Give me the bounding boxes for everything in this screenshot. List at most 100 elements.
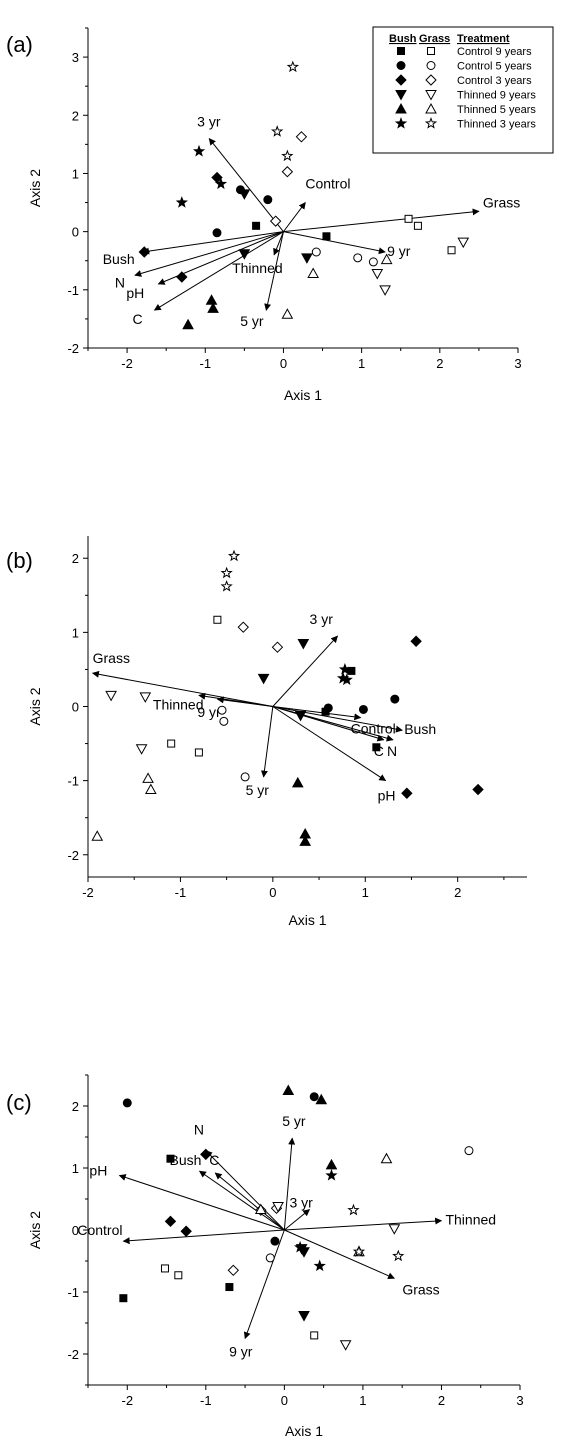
data-point-triangle-up: [307, 267, 320, 279]
vector-arrow: [284, 1229, 395, 1280]
panel-a: -2 -1 0 1 2 3 -2 -1 0 1 2 3 Axis 1 Axis 2 (a) 3 yr Contr…: [6, 27, 522, 403]
data-point-triangle-down: [457, 237, 470, 249]
legend-header: Grass: [419, 33, 450, 45]
x-tick-label: 2: [438, 1393, 445, 1408]
y-tick-label: 1: [72, 1161, 79, 1176]
data-point-circle: [368, 257, 378, 267]
vector-label: Control: [305, 176, 350, 192]
data-point-star: [338, 662, 352, 675]
x-tick-label: 2: [454, 885, 461, 900]
panel-label: (b): [6, 548, 33, 573]
legend-header: Treatment: [457, 33, 510, 45]
vector-arrow: [272, 706, 387, 782]
data-point-circle: [240, 772, 250, 782]
data-point-triangle-down: [294, 710, 307, 722]
data-point-circle: [311, 247, 321, 257]
data-point-square: [322, 232, 331, 241]
data-point-circle: [270, 1236, 280, 1246]
x-axis-label: Axis 1: [288, 912, 326, 928]
legend-label: Thinned 9 years: [457, 90, 536, 102]
data-point-triangle-down: [379, 285, 391, 296]
x-axis-label: Axis 1: [284, 387, 322, 403]
legend-grass-marker: [426, 61, 436, 70]
data-point-triangle-down: [238, 249, 251, 260]
legend-grass-marker: [425, 102, 437, 114]
vector-arrow: [260, 706, 274, 778]
vector-label: 5 yr: [282, 1113, 306, 1129]
legend-bush-marker: [394, 117, 408, 129]
vector-label: N: [387, 743, 397, 759]
vector-arrow: [122, 1229, 285, 1245]
data-point-triangle-up: [299, 835, 312, 846]
data-point-triangle-down: [371, 269, 384, 280]
data-point-triangle-up: [380, 1152, 393, 1164]
legend-bush-marker: [395, 102, 407, 114]
data-point-triangle-up: [281, 308, 294, 319]
data-point-circle: [219, 716, 229, 726]
vector-arrow: [283, 208, 480, 233]
data-point-star: [271, 125, 284, 137]
data-point-square: [252, 221, 261, 230]
vector-arrow: [91, 670, 273, 707]
vector-arrow: [142, 231, 284, 255]
y-tick-label: 0: [72, 225, 79, 240]
data-point-triangle-down: [272, 1201, 284, 1213]
x-tick-label: 1: [359, 1393, 366, 1408]
data-point-star: [392, 1249, 405, 1262]
vector-arrow: [153, 231, 284, 311]
vector-arrow: [205, 1150, 285, 1231]
vector-label: N: [115, 274, 125, 290]
vector-label: 5 yr: [240, 313, 264, 329]
vector-label: 9 yr: [229, 1344, 253, 1360]
data-point-diamond: [295, 131, 308, 143]
vector-arrow: [118, 1174, 285, 1231]
vector-label: 3 yr: [289, 1195, 313, 1211]
data-point-circle: [390, 694, 400, 704]
vector-arrow: [264, 231, 284, 311]
y-tick-label: -2: [67, 848, 79, 863]
y-tick-label: -1: [67, 283, 79, 298]
data-point-circle: [323, 703, 333, 713]
vector-label: Thinned: [445, 1212, 496, 1228]
vector-label: C: [209, 1152, 219, 1168]
vector-arrow: [283, 231, 386, 255]
vector-label: 5 yr: [246, 782, 270, 798]
vector-arrow: [272, 706, 403, 733]
vector-label: 3 yr: [310, 611, 334, 627]
y-tick-label: 2: [72, 551, 79, 566]
x-tick-label: 3: [514, 356, 521, 371]
data-point-star: [220, 566, 233, 579]
data-point-triangle-up: [91, 830, 104, 841]
y-axis-label: Axis 2: [27, 1211, 43, 1249]
vector-arrow: [284, 1209, 311, 1231]
panel-label: (c): [6, 1090, 32, 1115]
data-point-star: [352, 1245, 366, 1257]
data-point-triangle-down: [301, 253, 313, 264]
vector-label: C: [132, 311, 142, 327]
data-point-square: [225, 1283, 234, 1292]
x-tick-label: 0: [280, 356, 287, 371]
data-point-diamond: [180, 1225, 192, 1237]
legend-header: Bush: [389, 33, 417, 45]
legend-bush-marker: [397, 47, 405, 55]
data-point-square: [213, 615, 222, 624]
data-point-diamond: [164, 1215, 177, 1228]
data-point-triangle-up: [291, 776, 304, 788]
data-point-triangle-up: [205, 294, 218, 305]
data-point-triangle-up: [315, 1093, 328, 1105]
legend-grass-marker: [427, 47, 435, 55]
data-point-star: [192, 144, 206, 157]
data-point-star: [325, 1168, 338, 1181]
legend-grass-marker: [425, 90, 437, 101]
data-point-diamond: [401, 787, 413, 799]
x-tick-label: 2: [436, 356, 443, 371]
vector-arrow: [284, 1217, 443, 1231]
data-point-triangle-up: [325, 1158, 338, 1170]
data-point-star: [340, 673, 353, 686]
vector-label: pH: [89, 1162, 107, 1178]
data-point-square: [174, 1271, 183, 1280]
data-point-square: [372, 743, 381, 752]
x-tick-label: 1: [358, 356, 365, 371]
data-point-star: [227, 549, 241, 562]
x-tick-label: -1: [200, 1393, 212, 1408]
